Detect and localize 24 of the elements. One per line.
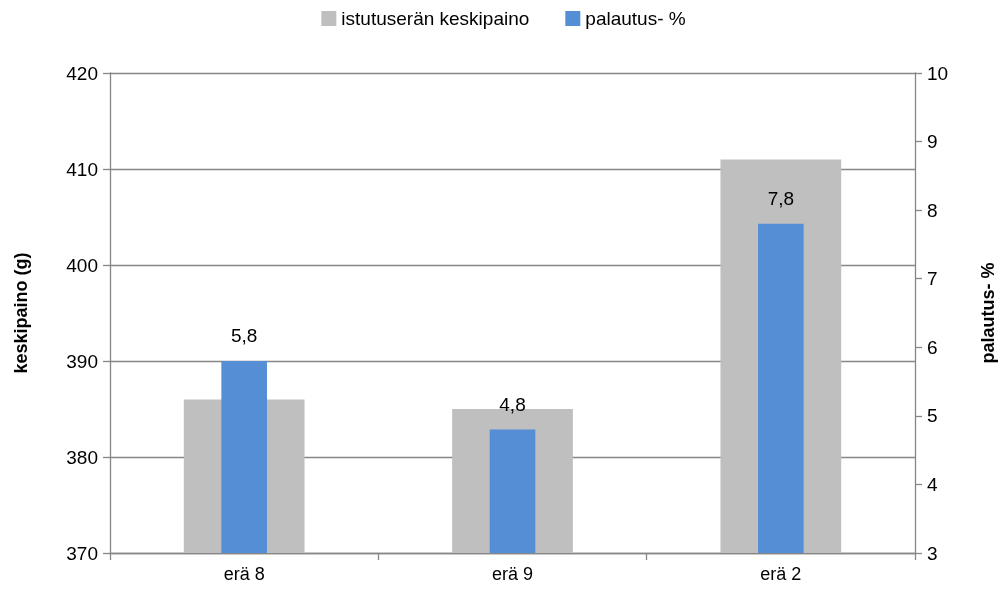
data-label: 4,8 <box>499 393 526 415</box>
y-axis-title: keskipaino (g) <box>11 252 31 374</box>
y-tick-label: 420 <box>66 62 98 84</box>
y-tick-label: 410 <box>66 158 98 180</box>
y2-tick-label: 10 <box>927 62 949 84</box>
y2-tick-label: 5 <box>927 405 938 427</box>
y2-tick-label: 9 <box>927 131 938 153</box>
x-tick-label: erä 2 <box>760 564 802 584</box>
data-label: 5,8 <box>230 325 258 346</box>
y-tick-label: 380 <box>66 446 98 468</box>
legend-label: palautus- % <box>585 8 686 29</box>
x-tick-label: erä 8 <box>223 564 265 584</box>
y-tick-label: 390 <box>66 350 98 372</box>
y2-tick-label: 4 <box>927 473 938 495</box>
y2-tick-label: 3 <box>927 542 938 564</box>
y2-tick-label: 6 <box>927 336 938 358</box>
x-tick-label: erä 9 <box>491 564 534 584</box>
y2-tick-label: 7 <box>927 268 938 290</box>
y-tick-label: 400 <box>66 254 98 276</box>
y2-axis-title: palautus- % <box>978 262 998 364</box>
y-tick-label: 370 <box>66 542 98 564</box>
legend-label: istutuserän keskipaino <box>341 8 530 29</box>
data-label: 7,8 <box>767 187 795 209</box>
y2-tick-label: 8 <box>927 199 938 221</box>
